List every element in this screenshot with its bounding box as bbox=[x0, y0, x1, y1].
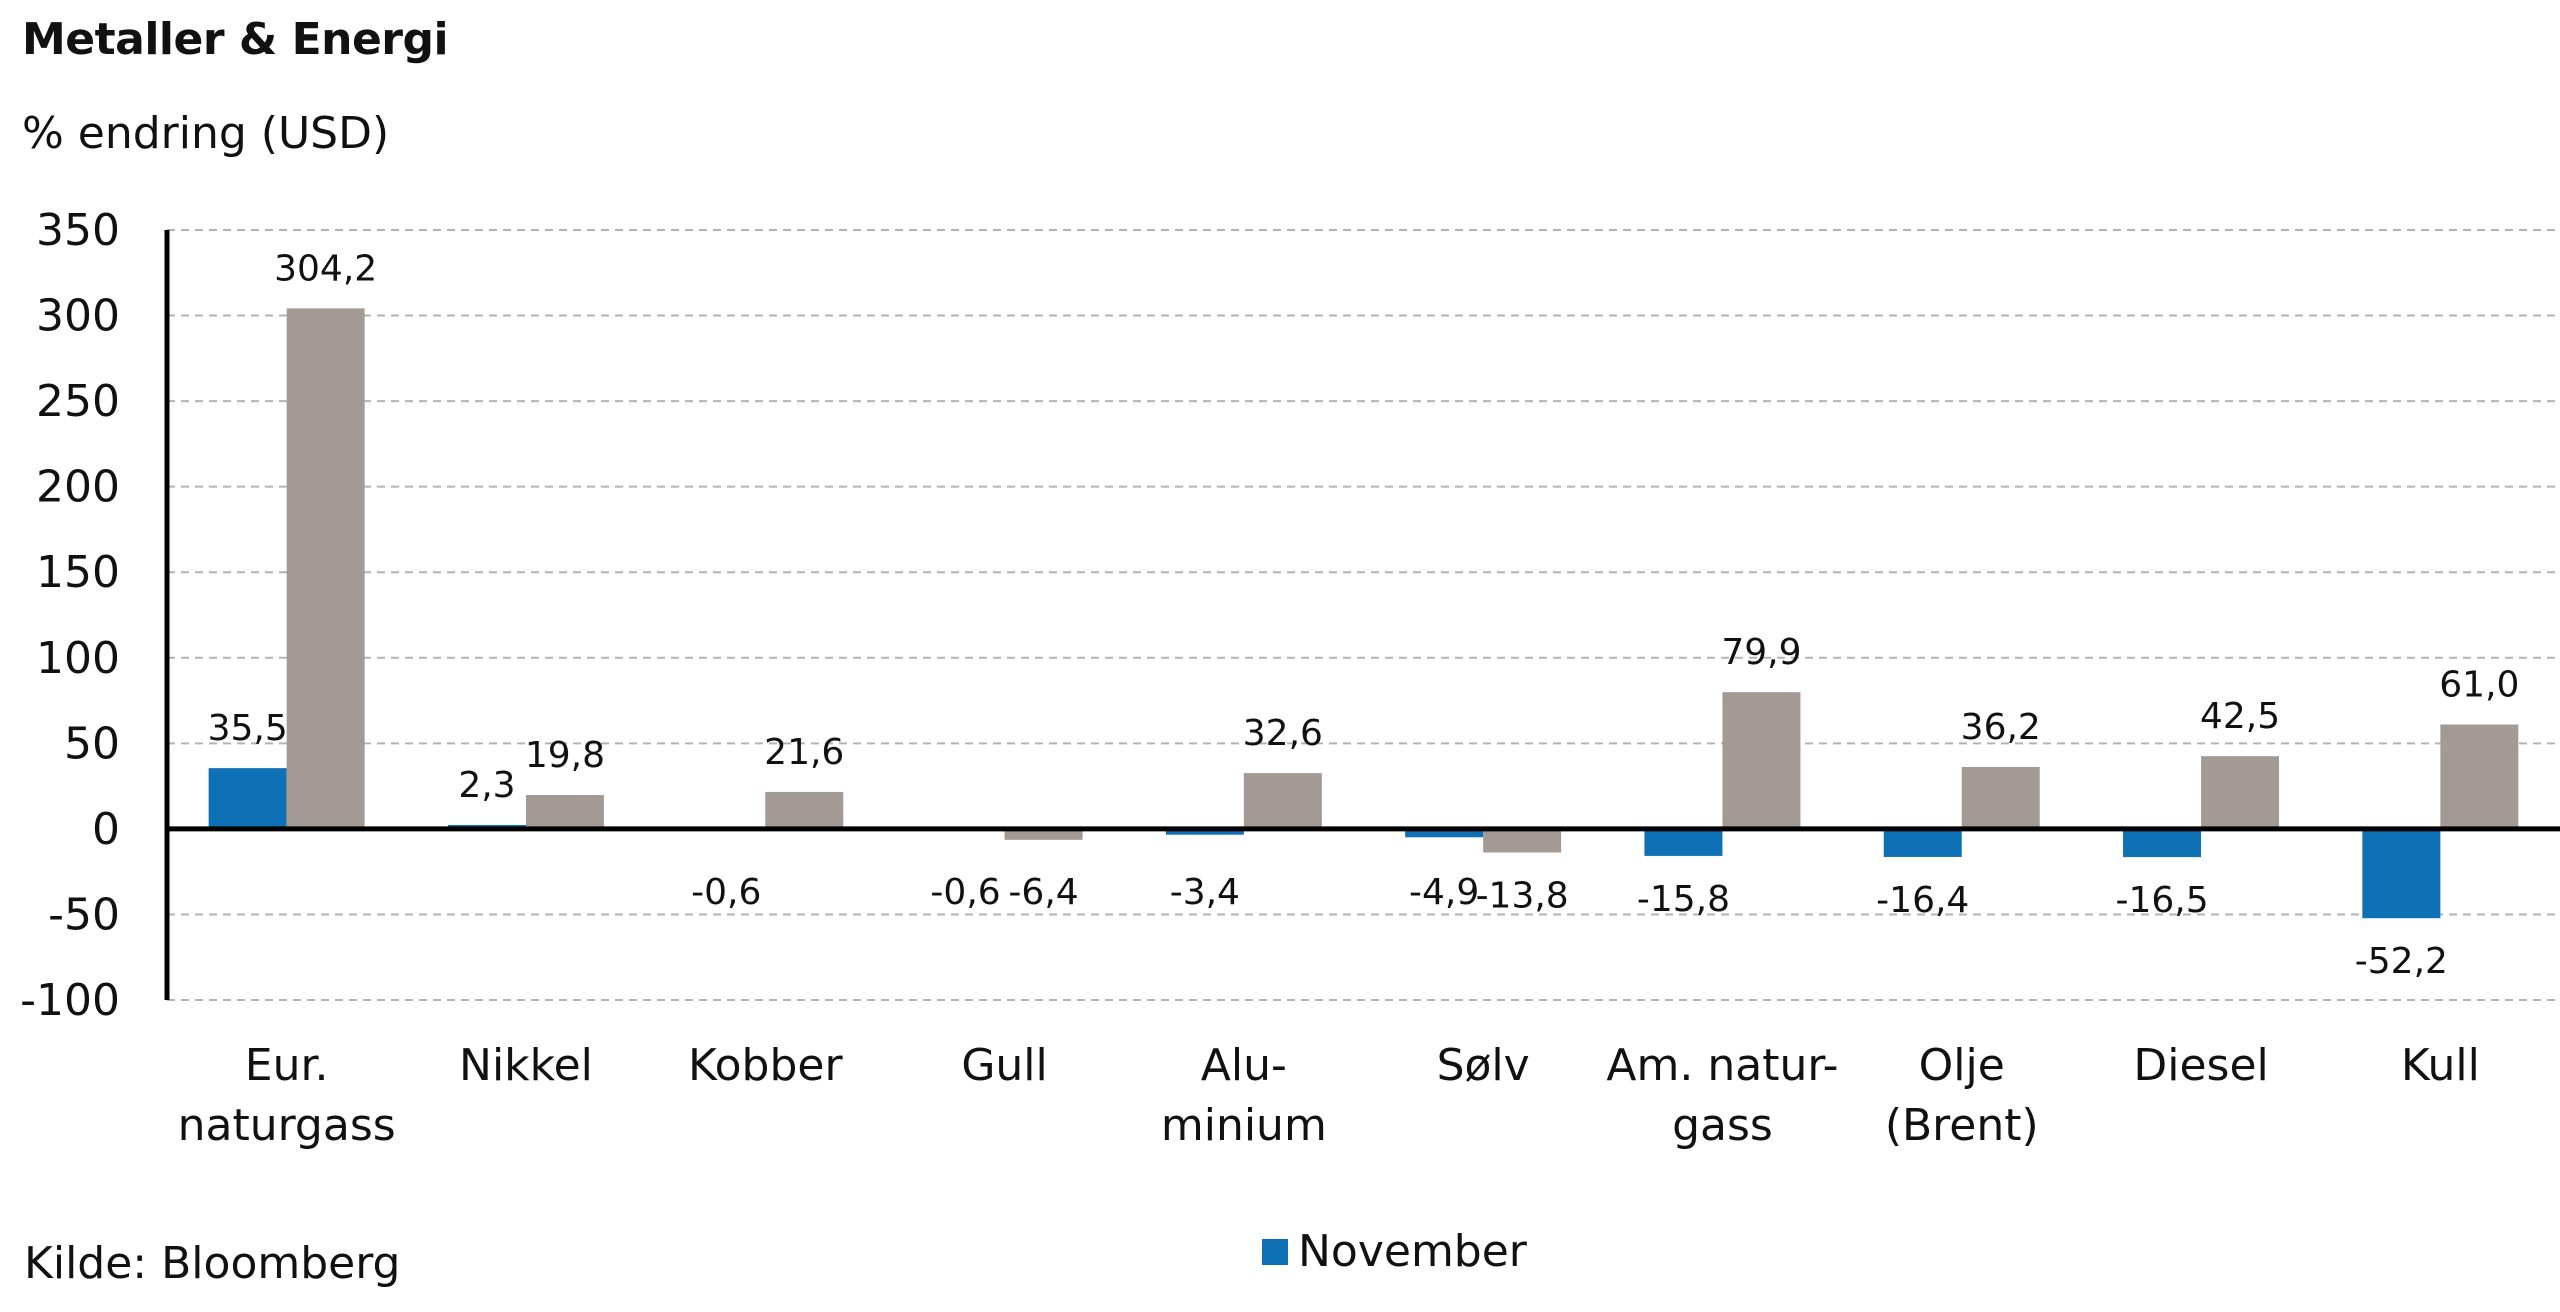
x-tick-label: (Brent) bbox=[1885, 1100, 2039, 1151]
bar-series1 bbox=[1165, 828, 1244, 835]
x-tick-label: Kull bbox=[2401, 1040, 2480, 1091]
bar-series2 bbox=[286, 308, 365, 829]
source-note: Kilde: Bloomberg bbox=[24, 1238, 401, 1289]
legend-entry: November bbox=[1262, 1226, 1527, 1277]
y-tick-label: 150 bbox=[36, 547, 120, 598]
data-label: -6,4 bbox=[1008, 872, 1078, 913]
chart-subtitle: % endring (USD) bbox=[22, 108, 390, 159]
x-tick-label: Alu- bbox=[1201, 1040, 1287, 1091]
x-tick-label: minium bbox=[1161, 1100, 1327, 1151]
y-tick-label: 350 bbox=[36, 205, 120, 256]
y-tick-label: 0 bbox=[92, 804, 120, 855]
x-tick-label: naturgass bbox=[178, 1100, 396, 1151]
data-label: 21,6 bbox=[764, 732, 844, 773]
bar-series1 bbox=[2123, 828, 2202, 858]
legend-swatch bbox=[1262, 1238, 1288, 1265]
bar-series1 bbox=[2362, 828, 2441, 919]
data-label: 32,6 bbox=[1243, 713, 1323, 754]
y-tick-label: -50 bbox=[48, 889, 120, 940]
bar-series2 bbox=[1243, 773, 1322, 829]
bar-series2 bbox=[2440, 724, 2519, 829]
y-tick-label: 250 bbox=[36, 376, 120, 427]
data-label: -16,4 bbox=[1876, 880, 1969, 921]
x-tick-label: Olje bbox=[1919, 1040, 2005, 1091]
data-label: 79,9 bbox=[1721, 632, 1801, 673]
data-label: -52,2 bbox=[2355, 941, 2448, 982]
y-tick-label: 100 bbox=[36, 633, 120, 684]
x-tick-label: Diesel bbox=[2133, 1040, 2268, 1091]
data-label: -3,4 bbox=[1170, 872, 1240, 913]
y-tick-label: 300 bbox=[36, 291, 120, 342]
bar-series1 bbox=[1644, 828, 1723, 856]
data-label: -13,8 bbox=[1476, 876, 1569, 917]
data-label: 35,5 bbox=[208, 708, 288, 749]
data-label: 42,5 bbox=[2200, 696, 2280, 737]
y-tick-label: -100 bbox=[20, 975, 120, 1026]
legend: November bbox=[1262, 1226, 1567, 1277]
x-tick-label: Kobber bbox=[688, 1040, 844, 1091]
x-tick-label: Gull bbox=[961, 1040, 1047, 1091]
bar-series2 bbox=[765, 791, 844, 829]
data-label: 36,2 bbox=[1961, 707, 2041, 748]
data-label: 304,2 bbox=[274, 248, 377, 289]
bar-series2 bbox=[1722, 692, 1801, 829]
data-label: -15,8 bbox=[1637, 879, 1730, 920]
data-label: -4,9 bbox=[1409, 872, 1479, 913]
data-label: 2,3 bbox=[458, 765, 515, 806]
bar-series1 bbox=[208, 768, 287, 829]
x-tick-label: Eur. bbox=[245, 1040, 329, 1091]
bar-series1 bbox=[1405, 828, 1484, 838]
bar-series2 bbox=[1483, 828, 1562, 853]
bar-series1 bbox=[1883, 828, 1962, 857]
bar-series2 bbox=[1004, 828, 1083, 840]
y-tick-label: 50 bbox=[64, 718, 120, 769]
x-tick-label: Nikkel bbox=[459, 1040, 593, 1091]
data-label: 19,8 bbox=[525, 735, 605, 776]
x-tick-label: Sølv bbox=[1437, 1040, 1530, 1091]
data-label: -0,6 bbox=[691, 872, 761, 913]
x-tick-label: gass bbox=[1672, 1100, 1773, 1151]
data-label: -16,5 bbox=[2115, 880, 2208, 921]
data-label: -0,6 bbox=[930, 872, 1000, 913]
legend-label: November bbox=[1298, 1226, 1527, 1277]
bar-series2 bbox=[1961, 766, 2040, 829]
data-label: 61,0 bbox=[2439, 665, 2519, 706]
bar-series2 bbox=[525, 795, 604, 829]
y-tick-label: 200 bbox=[36, 462, 120, 513]
bar-series2 bbox=[2201, 756, 2280, 829]
chart-title: Metaller & Energi bbox=[22, 14, 449, 65]
x-tick-label: Am. natur- bbox=[1606, 1040, 1838, 1091]
